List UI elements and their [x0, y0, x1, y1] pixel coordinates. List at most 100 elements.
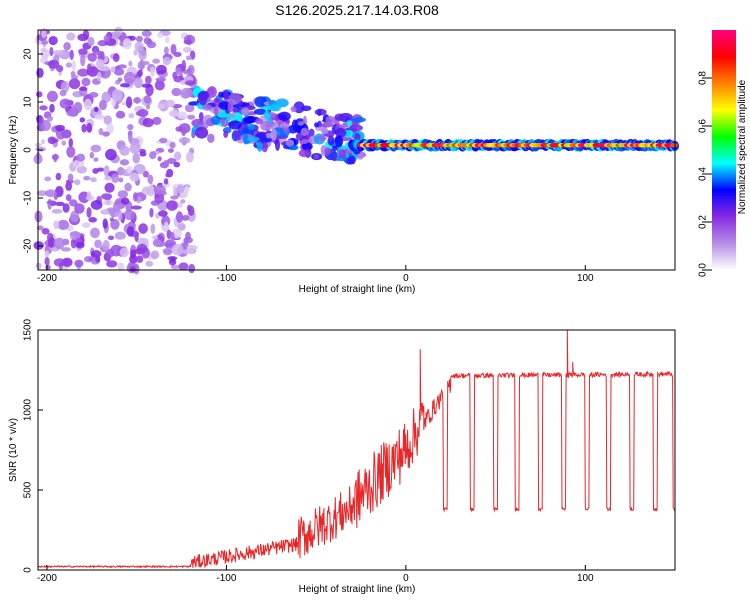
y-tick-label: 500 [23, 481, 34, 498]
spectrogram-cell [104, 175, 112, 181]
spectrogram-cell [119, 83, 130, 88]
spectrogram-cell [78, 48, 88, 55]
spectrogram-cell [170, 264, 180, 270]
spectrogram-cell [338, 149, 347, 159]
snr-y-label: SNR (10 * v/v) [8, 418, 19, 482]
snr-x-label: Height of straight line (km) [299, 584, 416, 595]
spectrogram-cell [159, 137, 168, 144]
colorbar-label: Normalized spectral amplitude [737, 79, 748, 214]
spectrogram-cell [157, 32, 164, 39]
spectrogram-cell [298, 149, 309, 157]
spectrogram-cell [133, 49, 138, 56]
spectrogram-cell [274, 139, 281, 151]
spectrogram-cell [132, 192, 138, 202]
spectrogram-cell [141, 30, 152, 37]
spectrogram-cell [149, 207, 154, 218]
spectrogram-cell [223, 89, 229, 102]
spectrogram-cell [86, 122, 93, 133]
spectrogram-cell [65, 62, 72, 68]
spectrogram-cell [152, 235, 159, 240]
y-tick-label: 0 [23, 147, 34, 153]
x-tick-label: -100 [216, 573, 236, 584]
spectrogram-cell [66, 109, 79, 117]
spectrogram-cell [223, 130, 229, 139]
spectrogram-cell [332, 145, 338, 151]
spectrogram-x-label: Height of straight line (km) [299, 284, 416, 295]
spectrogram-cell [111, 89, 123, 101]
spectrogram-cell [50, 138, 59, 143]
spectrogram-cell [99, 99, 107, 111]
spectrogram-cell [325, 115, 336, 125]
spectrogram-cell [77, 68, 89, 77]
x-tick-label: 100 [577, 273, 594, 284]
spectrogram-cell [39, 105, 48, 111]
spectrogram-cell [185, 151, 194, 163]
spectrogram-cell [157, 156, 162, 162]
spectrogram-cell [70, 71, 76, 77]
spectrogram-x-ticks: -200 -100 0 100 [37, 265, 594, 284]
spectrogram-cell [90, 177, 97, 183]
spectrogram-cell [334, 135, 344, 148]
spectrogram-cell [51, 208, 63, 214]
spectrogram-cell [53, 220, 60, 230]
spectrogram-cell [178, 137, 191, 144]
spectrogram-cell [300, 127, 309, 136]
spectrogram-cell [129, 142, 141, 154]
spectrogram-cell [34, 210, 43, 223]
colorbar-ticks: 0.0 0.2 0.4 0.6 0.8 [698, 71, 712, 277]
spectrogram-cell [183, 69, 190, 75]
spectrogram-cell [180, 87, 193, 98]
spectrogram-cell [128, 112, 135, 119]
spectrogram-cell [285, 139, 295, 147]
spectrogram-cell [173, 186, 178, 199]
snr-frame [37, 329, 676, 571]
spectrogram-cell [87, 36, 95, 47]
spectrogram-cell [213, 106, 219, 116]
spectrogram-cell [117, 262, 125, 272]
spectrogram-cell [83, 98, 93, 111]
spectrogram-cell [166, 200, 178, 211]
spectrogram-cell [229, 112, 235, 118]
spectrogram-cell [118, 177, 124, 183]
spectrogram-cell [40, 120, 52, 131]
spectrogram-cell [133, 77, 143, 89]
spectrogram-cell [117, 190, 129, 199]
spectrogram-cell [185, 231, 191, 241]
spectrogram-cell [169, 231, 175, 240]
spectrogram-cell [65, 194, 72, 202]
colorbar: 0.0 0.2 0.4 0.6 0.8 Normalized spectral ampl… [698, 30, 748, 277]
spectrogram-cell [170, 195, 179, 200]
spectrogram-cell [127, 124, 134, 131]
spectrogram-cell [76, 165, 88, 174]
spectrogram-cell [82, 222, 91, 229]
spectrogram-cell [102, 209, 109, 215]
spectrogram-cell [144, 75, 152, 85]
spectrogram-cell [44, 250, 50, 258]
spectrogram-cell [62, 203, 70, 213]
spectrogram-cell [97, 50, 103, 61]
spectrogram-cell [123, 71, 136, 84]
spectrogram-cell [145, 104, 151, 110]
spectrogram-cell [88, 91, 99, 98]
spectrogram-cell [263, 110, 271, 120]
colorbar-tick-label: 0.0 [698, 263, 709, 277]
y-tick-label: -20 [23, 238, 34, 253]
snr-panel: -200 -100 0 100 0 500 1000 1500 Height of stra… [8, 318, 676, 595]
spectrogram-cell [346, 157, 353, 165]
spectrogram-cell [47, 237, 56, 248]
spectrogram-cell [261, 141, 268, 153]
spectrogram-cell [351, 116, 366, 123]
spectrogram-cell [92, 168, 99, 174]
spectrogram-cell [78, 86, 88, 91]
spectrogram-cell [176, 211, 184, 223]
spectrogram-cell [313, 153, 320, 160]
spectrogram-cell [153, 184, 166, 195]
spectrogram-cell [88, 216, 97, 223]
spectrogram-cell [277, 111, 291, 121]
snr-x-ticks: -200 -100 0 100 [37, 565, 594, 584]
spectrogram-cell [113, 68, 125, 76]
spectrogram-cell [70, 210, 80, 223]
spectrogram-cell [74, 203, 85, 214]
spectrogram-cell [136, 255, 144, 263]
spectrogram-cell [36, 190, 48, 197]
